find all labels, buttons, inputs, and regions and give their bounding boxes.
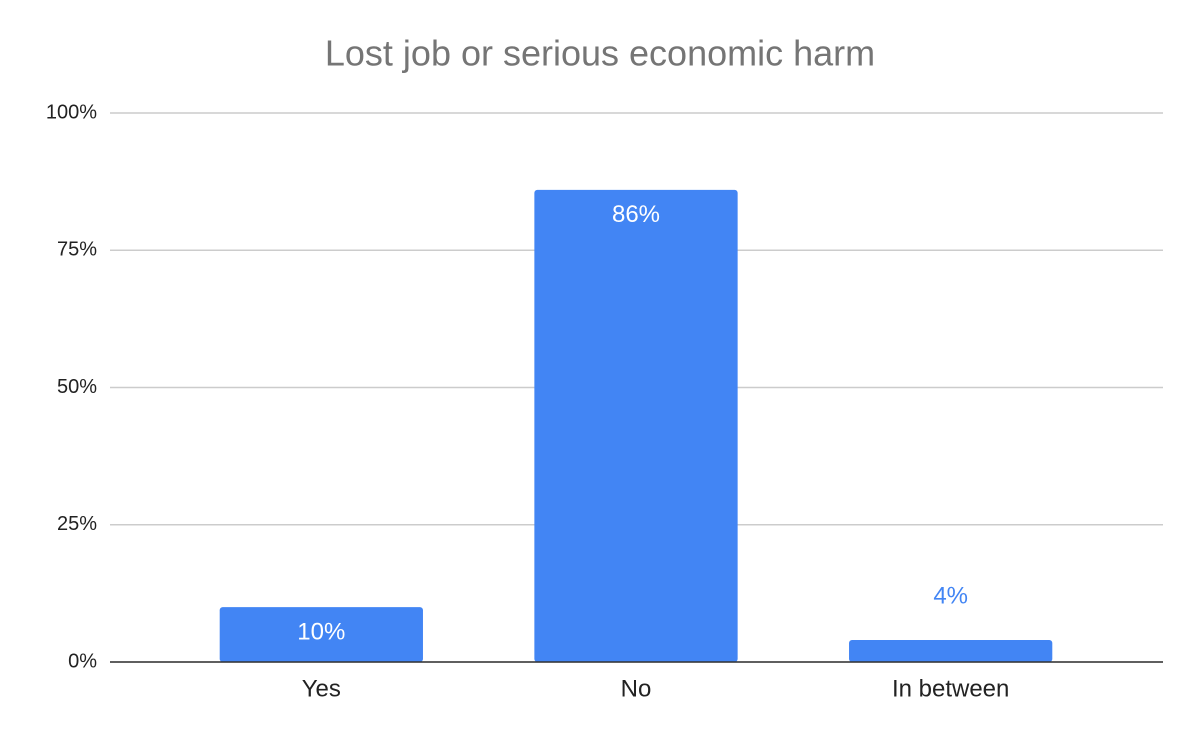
y-tick-label: 100%	[46, 101, 97, 123]
y-tick-label: 50%	[57, 376, 97, 398]
bar	[849, 640, 1053, 662]
y-tick-label: 25%	[57, 513, 97, 535]
value-label: 4%	[933, 582, 968, 609]
bar	[219, 607, 423, 662]
value-label: 10%	[297, 618, 345, 645]
x-tick-label: In between	[892, 675, 1009, 702]
x-tick-label: No	[621, 675, 652, 702]
y-tick-label: 0%	[68, 650, 97, 672]
x-tick-label: Yes	[302, 675, 341, 702]
chart-title: Lost job or serious economic harm	[325, 33, 875, 74]
bar	[534, 189, 738, 663]
value-label: 86%	[612, 201, 660, 228]
y-tick-label: 75%	[57, 239, 97, 261]
